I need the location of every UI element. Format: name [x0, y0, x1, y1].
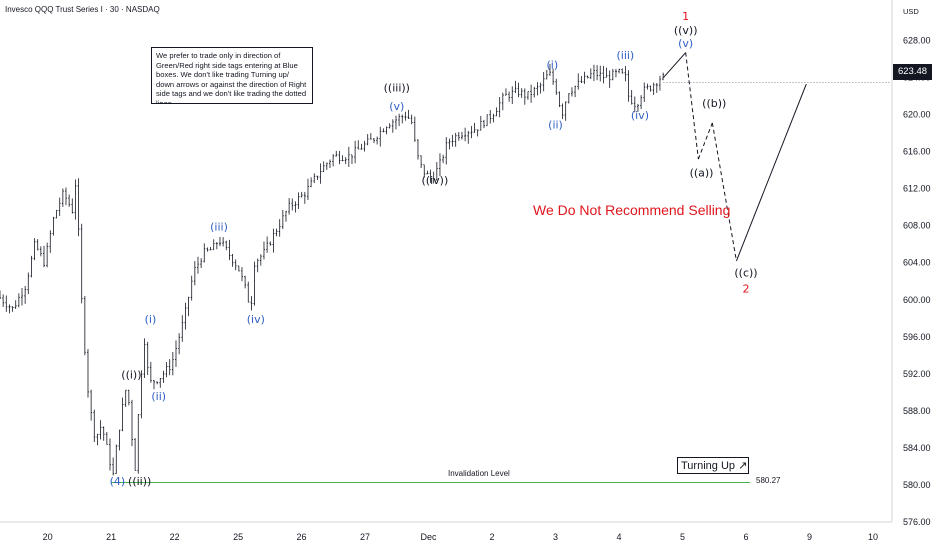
invalidation-label: Invalidation Level [448, 469, 510, 478]
wave-label: ((a)) [690, 167, 714, 180]
projection-solid [663, 52, 687, 78]
trading-note: We prefer to trade only in direction of … [151, 47, 313, 104]
wave-label: (4) [110, 475, 126, 488]
wave-label: ((c)) [734, 267, 757, 280]
x-tick-label: 26 [297, 532, 307, 542]
x-tick-label: 20 [43, 532, 53, 542]
wave-label: (iii) [210, 220, 228, 233]
x-tick-label: 3 [553, 532, 558, 542]
currency-label: USD [903, 7, 919, 16]
wave-label: (i) [547, 58, 559, 71]
x-tick-label: 2 [490, 532, 495, 542]
y-tick-label: 588.00 [903, 406, 931, 416]
x-tick-label: Dec [421, 532, 438, 542]
y-tick-label: 616.00 [903, 147, 931, 157]
wave-projection [663, 52, 807, 262]
x-tick-label: 5 [680, 532, 685, 542]
wave-label: (v) [389, 100, 404, 113]
wave-label: (iii) [616, 49, 634, 62]
invalidation-price: 580.27 [756, 476, 781, 485]
y-tick-label: 604.00 [903, 258, 931, 268]
candles-layer [0, 63, 892, 483]
x-tick-label: 22 [170, 532, 180, 542]
y-tick-label: 608.00 [903, 221, 931, 231]
x-tick-label: 10 [868, 532, 878, 542]
wave-label: (iv) [247, 313, 265, 326]
projection-solid [735, 83, 807, 262]
x-tick-label: 25 [233, 532, 243, 542]
y-tick-label: 628.00 [903, 36, 931, 46]
wave-label: ((b)) [702, 97, 726, 110]
wave-label: 2 [742, 282, 749, 295]
wave-label: (v) [678, 37, 693, 50]
projection-dashed [685, 52, 699, 160]
trading-note-text: We prefer to trade only in direction of … [156, 51, 307, 104]
x-tick-label: 6 [743, 532, 748, 542]
projection-dashed [711, 122, 737, 261]
turning-up-badge: Turning Up ↗ [677, 457, 749, 474]
wave-label: (i) [145, 313, 157, 326]
turning-up-label: Turning Up [681, 460, 736, 472]
wave-label: (ii) [548, 118, 563, 131]
time-axis: 20 21 22 25 26 27 Dec 2 3 4 5 6 9 10 [0, 521, 892, 542]
wave-label: ((ii)) [128, 475, 151, 488]
x-tick-label: 21 [106, 532, 116, 542]
wave-labels: (4) ((i)) ((ii)) (i) (ii) (iii) (iv) ((iii)) (v)… [110, 10, 758, 488]
x-tick-label: 27 [360, 532, 370, 542]
y-tick-label: 576.00 [903, 517, 931, 527]
chart-title: Invesco QQQ Trust Series I · 30 · NASDAQ [5, 5, 160, 14]
y-tick-label: 584.00 [903, 443, 931, 453]
y-tick-label: 580.00 [903, 480, 931, 490]
wave-label: ((iv)) [422, 174, 449, 187]
projection-dashed [697, 122, 713, 160]
wave-label: (iv) [631, 109, 649, 122]
wave-label: ((i)) [121, 368, 141, 381]
wave-label: (ii) [151, 390, 166, 403]
wave-label: ((v)) [674, 24, 698, 37]
arrow-up-right-icon: ↗ [738, 459, 748, 472]
x-tick-label: 9 [807, 532, 812, 542]
not-recommend-banner: We Do Not Recommend Selling [533, 202, 731, 218]
wave-label: 1 [682, 10, 689, 23]
y-tick-label: 620.00 [903, 110, 931, 120]
wave-label: ((iii)) [384, 81, 410, 94]
y-tick-label: 612.00 [903, 184, 931, 194]
y-tick-label: 592.00 [903, 369, 931, 379]
y-tick-label: 600.00 [903, 295, 931, 305]
last-price-tag: 623.48 [893, 64, 932, 80]
y-tick-label: 596.00 [903, 332, 931, 342]
x-tick-label: 4 [616, 532, 621, 542]
